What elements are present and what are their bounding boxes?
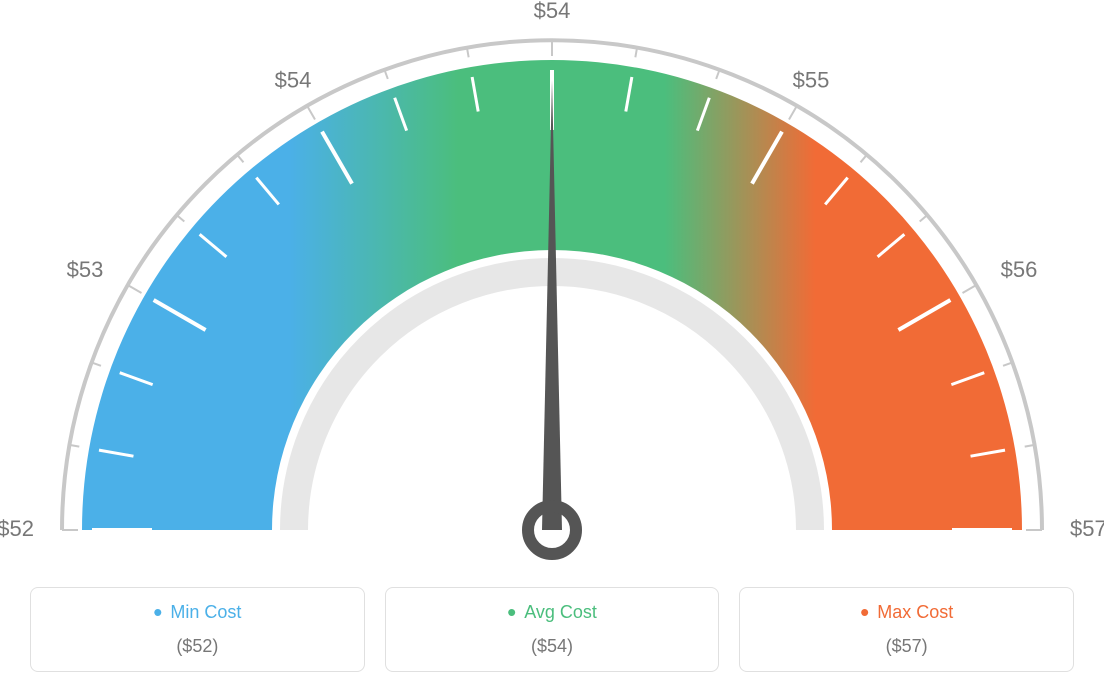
gauge-tick-label: $52 xyxy=(0,516,34,541)
gauge-tick-label: $54 xyxy=(534,0,571,23)
gauge-area: $52 $53 $54 $54 $55 $56 $57 xyxy=(0,0,1104,560)
legend-card-min: Min Cost ($52) xyxy=(30,587,365,673)
legend-avg-label: Avg Cost xyxy=(507,602,597,623)
gauge-tick-label: $53 xyxy=(67,257,104,282)
legend-max-value: ($57) xyxy=(750,636,1063,657)
legend-max-label: Max Cost xyxy=(860,602,953,623)
gauge-chart-container: $52 $53 $54 $54 $55 $56 $57 Min Cost ($52) Avg… xyxy=(0,0,1104,690)
legend-row: Min Cost ($52) Avg Cost ($54) Max Cost (… xyxy=(0,587,1104,673)
gauge-tick-label: $54 xyxy=(275,67,312,92)
gauge-tick-label: $57 xyxy=(1070,516,1104,541)
gauge-tick-label: $55 xyxy=(793,67,830,92)
legend-min-label: Min Cost xyxy=(153,602,241,623)
legend-card-avg: Avg Cost ($54) xyxy=(385,587,720,673)
legend-avg-value: ($54) xyxy=(396,636,709,657)
gauge-tick-label: $56 xyxy=(1001,257,1038,282)
legend-card-max: Max Cost ($57) xyxy=(739,587,1074,673)
legend-min-value: ($52) xyxy=(41,636,354,657)
gauge-svg: $52 $53 $54 $54 $55 $56 $57 xyxy=(0,0,1104,560)
